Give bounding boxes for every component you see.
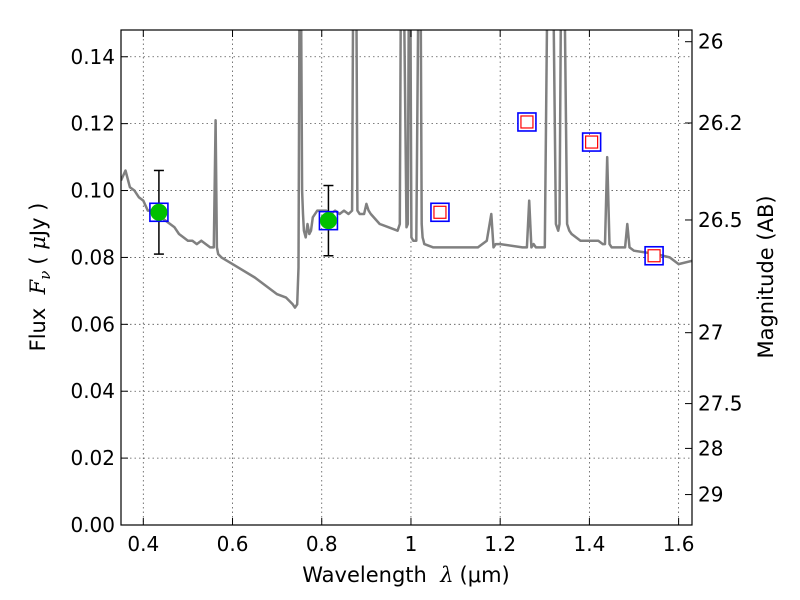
model-point-box [644,245,664,266]
y2-tick-label: 26.2 [698,111,743,135]
observed-point [150,203,168,221]
tick-layer: 0.4 0.6 0.8 1 1.2 1.4 1.6 0.00 0.02 0.04 0.06 0.08 0… [70,30,742,556]
x-tick-label: 1.4 [573,532,605,556]
model-point-box [517,112,537,132]
y-tick-label: 0.06 [70,312,115,336]
model-point [520,115,534,129]
y2-tick-label: 29 [698,483,723,507]
model-point [647,249,661,263]
x-tick-label: 1 [405,532,418,556]
x-label-units: (μm) [460,563,510,587]
y-tick-label: 0.12 [70,112,115,136]
y2-tick-label: 26.5 [698,208,743,232]
y-tick-label: 0.04 [70,379,115,403]
y-tick-label: 0.08 [70,245,115,269]
y2-tick-label: 27.5 [698,392,743,416]
y-label-subscript: ν [36,271,54,280]
observed-point-box [318,210,339,231]
x-tick-label: 1.6 [663,532,695,556]
y-label-units-open: ( [26,250,50,265]
y2-tick-label: 27 [698,321,723,345]
y-label-symbol: F [26,278,50,295]
y-tick-label: 0.14 [70,45,115,69]
y-label-prefix: Flux [26,294,50,351]
plot-frame [120,29,693,526]
x-axis-label: Wavelength λ (μm) [302,563,509,587]
y-tick-label: 0.10 [70,179,115,203]
x-tick-label: 0.6 [217,532,249,556]
model-point [585,135,599,149]
series-layer [121,30,692,309]
x-tick-label: 1.2 [484,532,516,556]
y2-tick-label: 26 [698,30,723,54]
y-label-units-rest: Jy ) [26,203,50,239]
y2-tick-label: 28 [698,436,723,460]
model-point-box [581,132,602,152]
y-axis-label: Flux Fν ( μJy ) [26,203,54,352]
x-tick-label: 0.8 [306,532,338,556]
model-point [433,205,447,219]
observed-point [319,212,337,230]
x-label-prefix: Wavelength [302,563,440,587]
y-tick-label: 0.00 [70,513,115,537]
y-tick-label: 0.02 [70,446,115,470]
y2-axis-label: Magnitude (AB) [754,195,778,358]
observed-point-box [149,202,169,223]
model-point-box [430,202,450,223]
x-label-symbol: λ [439,563,453,587]
sed-series-line [121,30,692,309]
marker-layer [149,112,664,266]
x-tick-label: 0.4 [127,532,159,556]
plot-area [121,30,692,309]
y-label-units-mu: μ [26,236,50,250]
